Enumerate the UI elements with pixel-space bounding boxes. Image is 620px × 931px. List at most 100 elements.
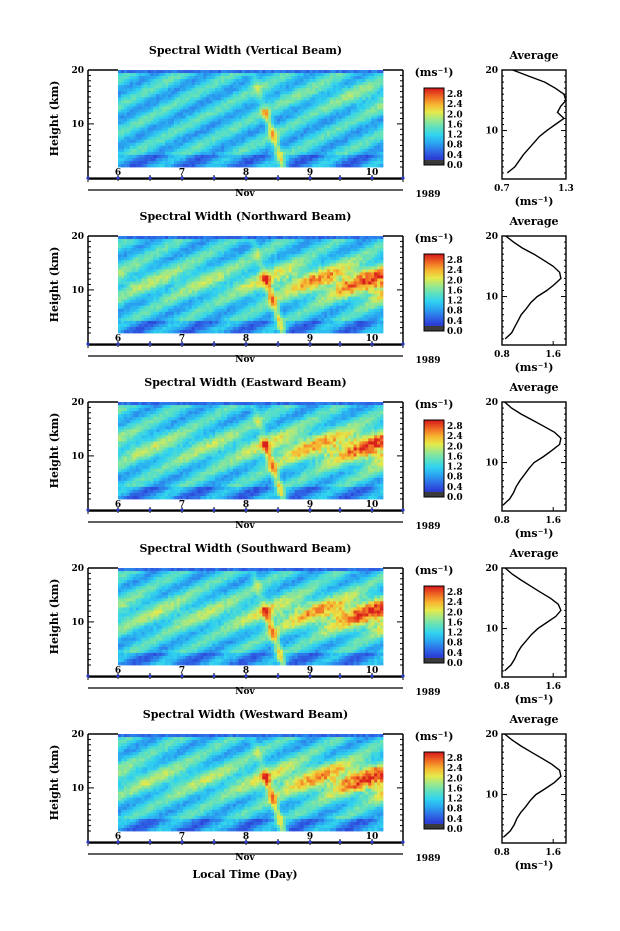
heatmap-cell: [203, 88, 206, 91]
heatmap-cell: [268, 70, 271, 73]
heatmap-cell: [295, 260, 298, 263]
heatmap-cell: [268, 119, 271, 122]
heatmap-cell: [268, 85, 271, 88]
heatmap-cell: [342, 82, 345, 85]
heatmap-cell: [309, 94, 312, 97]
heatmap-cell: [368, 115, 371, 118]
heatmap-cell: [286, 164, 289, 167]
heatmap-cell: [230, 70, 233, 73]
heatmap-cell: [186, 327, 189, 330]
heatmap-cell: [245, 260, 248, 263]
heatmap-cell: [365, 88, 368, 91]
heatmap-cell: [309, 103, 312, 106]
heatmap-cell: [156, 269, 159, 272]
heatmap-cell: [374, 76, 377, 79]
heatmap-cell: [186, 140, 189, 143]
heatmap-cell: [133, 285, 136, 288]
heatmap-cell: [283, 106, 286, 109]
heatmap-cell: [286, 155, 289, 158]
heatmap-cell: [168, 88, 171, 91]
heatmap-cell: [362, 82, 365, 85]
heatmap-cell: [280, 239, 283, 242]
heatmap-cell: [168, 103, 171, 106]
heatmap-cell: [168, 115, 171, 118]
heatmap-cell: [130, 272, 133, 275]
heatmap-cell: [271, 275, 274, 278]
heatmap-cell: [142, 128, 145, 131]
heatmap-cell: [306, 91, 309, 94]
heatmap-cell: [312, 128, 315, 131]
heatmap-cell: [177, 109, 180, 112]
heatmap-cell: [357, 128, 360, 131]
heatmap-cell: [277, 146, 280, 149]
heatmap-cell: [206, 106, 209, 109]
heatmap-cell: [277, 149, 280, 152]
heatmap-cell: [289, 291, 292, 294]
heatmap-cell: [239, 149, 242, 152]
heatmap-cell: [227, 88, 230, 91]
heatmap-cell: [330, 155, 333, 158]
heatmap-cell: [215, 109, 218, 112]
heatmap-cell: [251, 97, 254, 100]
heatmap-cell: [292, 97, 295, 100]
heatmap-cell: [253, 73, 256, 76]
heatmap-cell: [351, 85, 354, 88]
heatmap-cell: [336, 122, 339, 125]
heatmap-cell: [289, 269, 292, 272]
heatmap-cell: [153, 297, 156, 300]
heatmap-cell: [253, 149, 256, 152]
heatmap-cell: [133, 112, 136, 115]
heatmap-cell: [268, 272, 271, 275]
heatmap-cell: [380, 164, 383, 167]
heatmap-cell: [212, 146, 215, 149]
heatmap-cell: [189, 294, 192, 297]
heatmap-cell: [203, 266, 206, 269]
heatmap-cell: [186, 306, 189, 309]
heatmap-cell: [245, 137, 248, 140]
heatmap-cell: [283, 128, 286, 131]
heatmap-cell: [224, 122, 227, 125]
heatmap-cell: [162, 82, 165, 85]
heatmap-cell: [274, 85, 277, 88]
heatmap-cell: [259, 288, 262, 291]
heatmap-cell: [127, 128, 130, 131]
heatmap-cell: [127, 140, 130, 143]
heatmap-cell: [233, 306, 236, 309]
heatmap-cell: [189, 119, 192, 122]
heatmap-cell: [227, 315, 230, 318]
heatmap-cell: [118, 257, 121, 260]
heatmap-cell: [133, 239, 136, 242]
heatmap-cell: [153, 312, 156, 315]
heatmap-cell: [327, 91, 330, 94]
heatmap-cell: [186, 254, 189, 257]
heatmap-cell: [236, 278, 239, 281]
heatmap-cell: [277, 303, 280, 306]
heatmap-cell: [268, 143, 271, 146]
heatmap-cell: [198, 70, 201, 73]
heatmap-cell: [230, 294, 233, 297]
heatmap-cell: [301, 161, 304, 164]
heatmap-cell: [180, 112, 183, 115]
heatmap-cell: [377, 106, 380, 109]
heatmap-cell: [221, 143, 224, 146]
heatmap-cell: [212, 82, 215, 85]
heatmap-cell: [118, 158, 121, 161]
heatmap-cell: [321, 164, 324, 167]
heatmap-cell: [283, 79, 286, 82]
heatmap-cell: [162, 251, 165, 254]
heatmap-cell: [251, 266, 254, 269]
heatmap-cell: [209, 161, 212, 164]
heatmap-cell: [215, 297, 218, 300]
heatmap-cell: [171, 88, 174, 91]
heatmap-cell: [380, 158, 383, 161]
heatmap-cell: [203, 285, 206, 288]
heatmap-cell: [180, 119, 183, 122]
heatmap-cell: [242, 140, 245, 143]
heatmap-cell: [351, 119, 354, 122]
heatmap-cell: [289, 300, 292, 303]
heatmap-cell: [242, 152, 245, 155]
heatmap-cell: [253, 297, 256, 300]
heatmap-cell: [198, 152, 201, 155]
heatmap-cell: [289, 164, 292, 167]
heatmap-cell: [345, 122, 348, 125]
